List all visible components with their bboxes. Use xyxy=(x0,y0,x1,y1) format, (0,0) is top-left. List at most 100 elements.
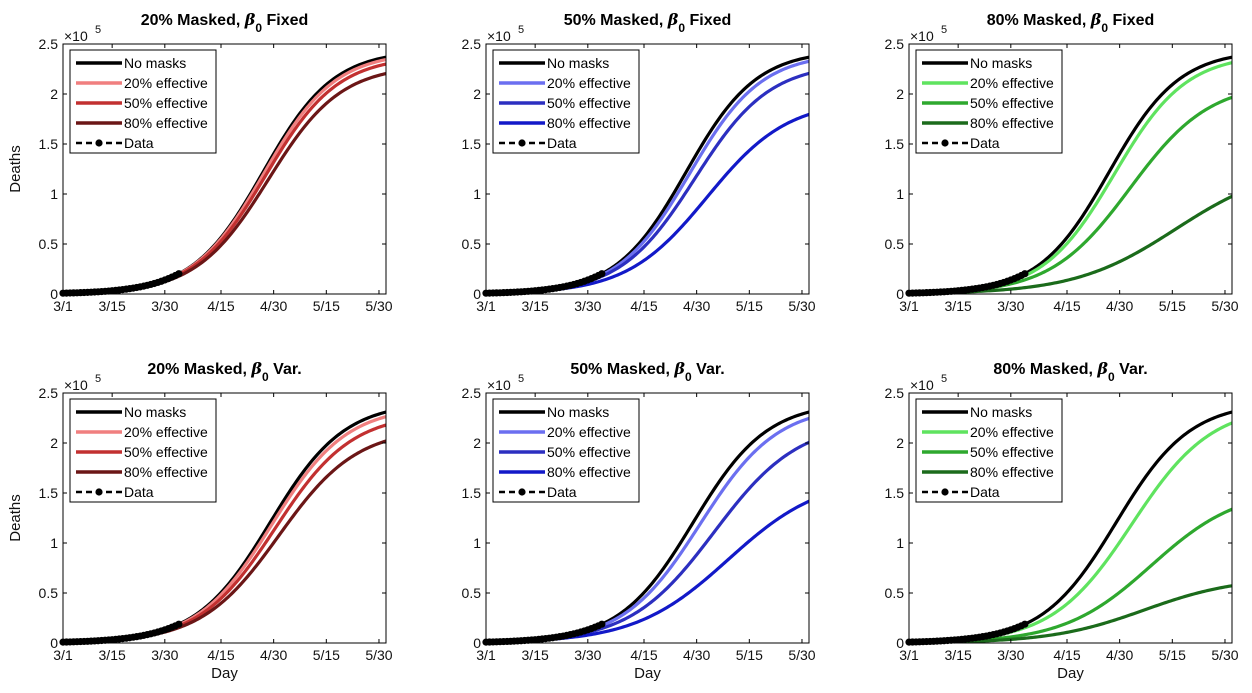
exponent-power: 5 xyxy=(941,373,947,385)
chart-panel-6: 3/1 3/15 3/30 4/15 4/30 5/15 5/30 0 0.5 1 1.5 2 2.5 ×… xyxy=(885,359,1239,682)
x-tick-label: 5/30 xyxy=(1211,298,1238,314)
axes-box xyxy=(485,43,810,295)
series-line-4 xyxy=(909,194,1232,294)
legend-label: No masks xyxy=(124,404,186,420)
title-sub: 0 xyxy=(255,21,262,35)
data-point xyxy=(598,270,606,278)
axes-box xyxy=(908,392,1233,644)
legend-marker xyxy=(941,488,949,496)
legend-label: 80% effective xyxy=(547,464,631,480)
x-tick-label: 3/1 xyxy=(53,647,73,663)
title-sub: 0 xyxy=(685,370,692,384)
y-axis-label: Deaths xyxy=(7,494,24,542)
y-tick-label: 0.5 xyxy=(39,585,59,601)
legend-marker xyxy=(95,139,103,147)
exponent-power: 5 xyxy=(941,24,947,36)
y-tick-label: 0.5 xyxy=(462,236,482,252)
legend-label: Data xyxy=(970,484,1000,500)
chart-title: 80% Masked, β0 Var. xyxy=(993,359,1147,384)
legend: No masks 20% effective 50% effective 80% ef… xyxy=(69,49,217,154)
data-series xyxy=(905,620,1029,646)
legend-label: 80% effective xyxy=(970,115,1054,131)
y-tick-label: 0 xyxy=(50,635,58,651)
y-tick-label: 2 xyxy=(50,86,58,102)
exponent-power: 5 xyxy=(518,373,524,385)
data-series xyxy=(59,270,183,297)
x-tick-label: 4/30 xyxy=(683,298,710,314)
y-exponent-label: ×10 5 xyxy=(487,373,524,393)
legend-label: 80% effective xyxy=(124,115,208,131)
y-tick-label: 1 xyxy=(896,186,904,202)
title-pre: 20% Masked, xyxy=(141,12,245,29)
y-exponent-label: ×10 5 xyxy=(910,24,947,44)
title-post: Var. xyxy=(1115,361,1148,378)
y-tick-label: 2.5 xyxy=(462,385,482,401)
y-exponent-label: ×10 5 xyxy=(64,24,101,44)
legend-label: No masks xyxy=(547,55,609,71)
y-tick-label: 1.5 xyxy=(462,136,482,152)
title-post: Fixed xyxy=(262,12,308,29)
x-tick-label: 4/30 xyxy=(683,647,710,663)
x-tick-label: 3/1 xyxy=(899,647,919,663)
x-tick-label: 3/15 xyxy=(99,647,126,663)
x-tick-label: 5/15 xyxy=(1159,647,1186,663)
series-line-4 xyxy=(909,584,1232,643)
data-point xyxy=(1021,620,1029,628)
x-tick-label: 4/30 xyxy=(1106,647,1133,663)
y-tick-label: 1 xyxy=(50,186,58,202)
y-tick-label: 2 xyxy=(896,435,904,451)
exponent-power: 5 xyxy=(95,373,101,385)
legend-label: No masks xyxy=(547,404,609,420)
exponent-power: 5 xyxy=(518,24,524,36)
axes-box xyxy=(62,392,387,644)
legend-label: 80% effective xyxy=(970,464,1054,480)
title-beta: β xyxy=(250,359,262,378)
series-line-4 xyxy=(486,499,809,643)
legend-label: 80% effective xyxy=(547,115,631,131)
exponent-power: 5 xyxy=(95,24,101,36)
exponent-base: ×10 xyxy=(910,377,934,393)
y-tick-label: 1 xyxy=(896,535,904,551)
legend-marker xyxy=(518,488,526,496)
title-pre: 80% Masked, xyxy=(993,361,1097,378)
x-tick-label: 5/30 xyxy=(365,647,392,663)
y-tick-label: 2 xyxy=(473,435,481,451)
exponent-base: ×10 xyxy=(64,28,88,44)
legend: No masks 20% effective 50% effective 80% ef… xyxy=(492,49,640,154)
y-tick-label: 1 xyxy=(50,535,58,551)
chart-title: 20% Masked, β0 Fixed xyxy=(141,10,309,35)
chart-title: 50% Masked, β0 Var. xyxy=(570,359,724,384)
y-tick-label: 1.5 xyxy=(885,136,905,152)
legend-label: No masks xyxy=(970,404,1032,420)
x-axis-label: Day xyxy=(211,665,238,682)
y-tick-label: 0 xyxy=(896,635,904,651)
legend-label: 20% effective xyxy=(124,424,208,440)
y-tick-label: 0.5 xyxy=(885,585,905,601)
x-tick-label: 3/15 xyxy=(945,647,972,663)
x-tick-label: 5/15 xyxy=(1159,298,1186,314)
y-tick-label: 0 xyxy=(473,635,481,651)
x-tick-label: 3/1 xyxy=(53,298,73,314)
y-tick-label: 1.5 xyxy=(39,485,59,501)
data-series xyxy=(905,270,1029,297)
x-tick-label: 5/30 xyxy=(788,298,815,314)
exponent-base: ×10 xyxy=(487,377,511,393)
y-axis-label: Deaths xyxy=(7,145,24,193)
legend-label: 80% effective xyxy=(124,464,208,480)
exponent-base: ×10 xyxy=(487,28,511,44)
data-point xyxy=(1021,270,1029,278)
y-tick-label: 0 xyxy=(473,286,481,302)
exponent-base: ×10 xyxy=(64,377,88,393)
x-tick-label: 4/15 xyxy=(630,298,657,314)
legend-marker xyxy=(95,488,103,496)
x-tick-label: 3/15 xyxy=(945,298,972,314)
data-series xyxy=(59,620,183,646)
title-pre: 50% Masked, xyxy=(564,12,668,29)
y-tick-label: 0 xyxy=(896,286,904,302)
legend-label: 20% effective xyxy=(547,424,631,440)
y-exponent-label: ×10 5 xyxy=(910,373,947,393)
legend-label: 50% effective xyxy=(547,444,631,460)
legend-label: No masks xyxy=(124,55,186,71)
x-tick-label: 5/15 xyxy=(313,647,340,663)
